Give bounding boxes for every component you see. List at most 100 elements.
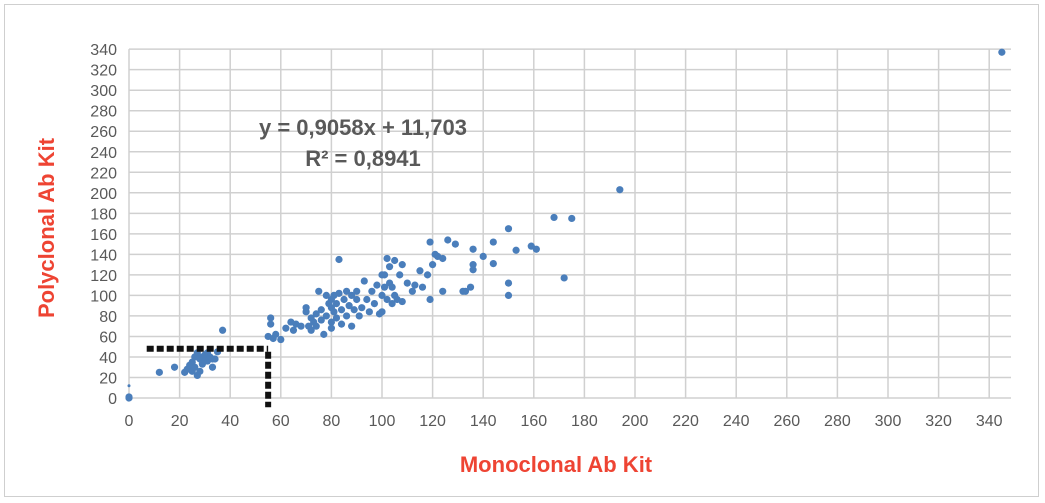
x-tick-label: 300: [875, 413, 902, 430]
data-point: [416, 267, 424, 275]
data-point: [297, 322, 305, 330]
data-point: [363, 295, 371, 304]
data-point: [267, 314, 275, 322]
x-tick-label: 120: [419, 413, 446, 430]
data-point: [396, 271, 404, 279]
y-tick-label: 240: [90, 145, 117, 162]
data-point: [370, 300, 379, 308]
data-point: [219, 326, 227, 334]
data-point: [365, 308, 373, 316]
x-tick-label: 60: [272, 413, 290, 430]
data-point: [532, 245, 540, 253]
r-squared: R² = 0,8941: [305, 146, 421, 171]
data-point: [568, 214, 576, 223]
data-point: [388, 300, 396, 308]
data-point: [211, 355, 219, 363]
data-point: [550, 213, 558, 222]
x-tick-label: 140: [470, 413, 497, 430]
data-point: [337, 320, 346, 328]
data-point: [388, 283, 396, 291]
data-point: [320, 330, 328, 338]
y-tick-label: 80: [99, 309, 117, 326]
data-point: [489, 259, 497, 268]
data-point: [360, 277, 368, 285]
data-point: [348, 291, 356, 299]
data-point: [398, 261, 406, 269]
data-point: [335, 255, 343, 264]
x-tick-label: 320: [925, 413, 952, 430]
data-point: [466, 283, 475, 291]
data-point: [418, 283, 427, 291]
data-point: [353, 287, 361, 295]
data-point: [312, 322, 320, 330]
data-point: [380, 283, 389, 291]
data-point: [998, 48, 1006, 56]
data-point: [373, 281, 381, 289]
y-tick-label: 0: [108, 391, 117, 408]
data-point: [385, 263, 394, 271]
data-point: [327, 324, 335, 332]
data-point: [469, 261, 477, 269]
data-point: [616, 186, 624, 194]
x-tick-label: 20: [171, 413, 189, 430]
x-tick-label: 280: [824, 413, 851, 430]
y-axis-title: Polyclonal Ab Kit: [34, 137, 59, 318]
x-tick-label: 180: [571, 413, 598, 430]
data-point: [489, 238, 497, 246]
data-point: [378, 291, 386, 299]
data-point: [196, 367, 204, 375]
x-tick-label: 220: [672, 413, 699, 430]
cutoff-lines: [146, 345, 272, 408]
y-tick-label: 340: [90, 42, 117, 59]
data-point: [340, 295, 348, 304]
y-tick-label: 280: [90, 104, 117, 121]
data-point: [170, 363, 179, 371]
data-point: [317, 316, 325, 324]
data-point: [560, 274, 568, 282]
x-tick-label: 80: [323, 413, 341, 430]
trendline-equation: y = 0,9058x + 11,703: [259, 115, 467, 140]
data-point: [512, 246, 520, 254]
data-point: [398, 297, 406, 306]
x-tick-label: 200: [622, 413, 649, 430]
data-point: [337, 306, 346, 314]
data-point: [469, 245, 477, 253]
y-tick-label: 160: [90, 227, 117, 244]
x-tick-label: 40: [221, 413, 239, 430]
data-point: [439, 254, 447, 263]
data-point: [289, 326, 298, 334]
data-point: [345, 302, 353, 310]
data-point: [423, 271, 432, 279]
y-tick-label: 120: [90, 268, 117, 285]
data-point: [155, 368, 163, 376]
y-tick-label: 60: [99, 329, 117, 346]
data-points: [125, 48, 1006, 402]
data-point: [282, 324, 290, 332]
y-tick-label: 320: [90, 63, 117, 80]
data-point: [429, 261, 437, 269]
data-point: [277, 335, 285, 344]
x-tick-label: 260: [773, 413, 800, 430]
data-point: [335, 289, 343, 297]
data-point: [353, 295, 361, 304]
data-point: [350, 306, 358, 314]
data-point: [504, 279, 513, 287]
data-point: [355, 312, 363, 320]
data-point: [315, 287, 323, 295]
y-tick-label: 140: [90, 247, 117, 264]
data-point: [302, 304, 310, 312]
y-tick-label: 180: [90, 206, 117, 223]
y-tick-label: 20: [99, 370, 117, 387]
data-point: [383, 254, 391, 263]
y-tick-labels: 0 20 40 60 80 100 120 140 160 180 200 220 240 260 280 3…: [90, 42, 117, 408]
x-tick-label: 340: [976, 413, 1003, 430]
data-point: [127, 384, 131, 388]
data-point: [191, 363, 199, 371]
data-point: [267, 320, 275, 328]
y-tick-label: 40: [99, 350, 117, 367]
data-point: [317, 306, 325, 314]
data-point: [479, 252, 487, 261]
x-tick-label: 240: [723, 413, 750, 430]
y-tick-label: 200: [90, 186, 117, 203]
data-point: [461, 287, 470, 295]
